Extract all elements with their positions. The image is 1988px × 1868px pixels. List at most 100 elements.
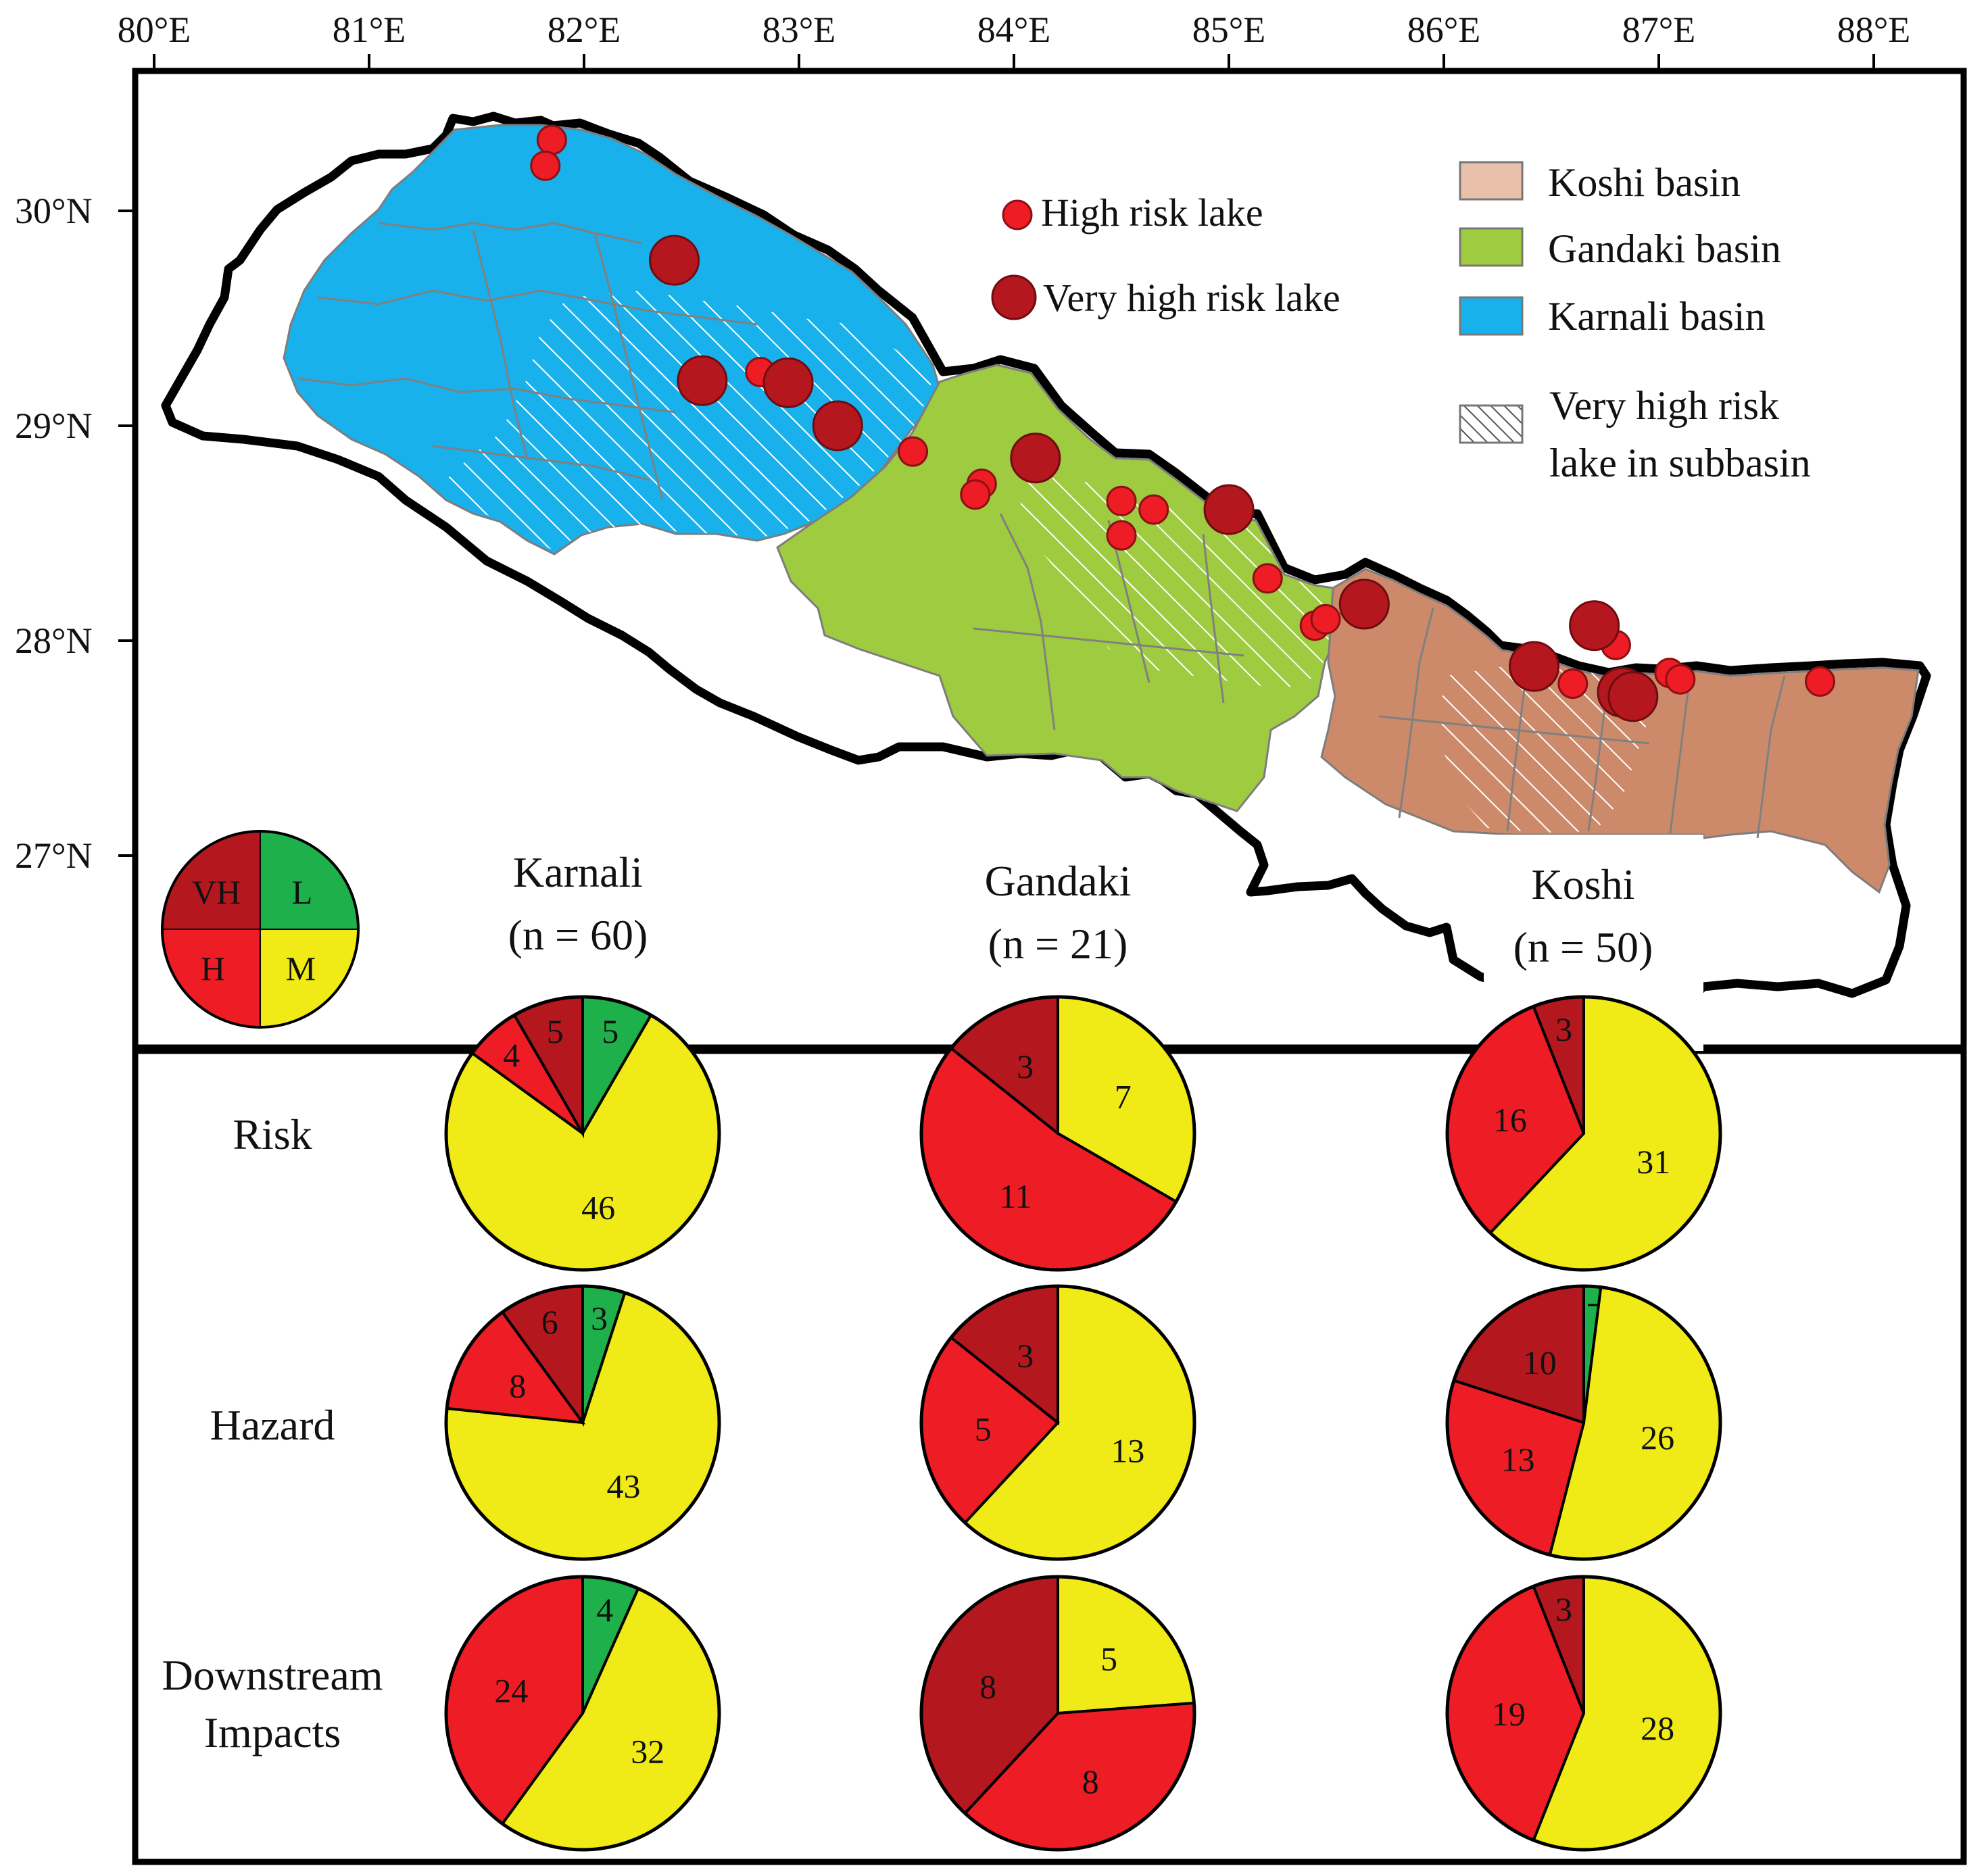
gandaki-legend-label: Gandaki basin — [1548, 226, 1781, 271]
pie-slice-label: 31 — [1637, 1143, 1670, 1181]
latitude-label: 28°N — [15, 620, 93, 661]
karnali-column-title: Karnali — [513, 848, 643, 896]
very-high-risk-lake — [649, 235, 700, 286]
pie-slice-label: 3 — [1555, 1010, 1572, 1048]
downstream-row-label-line2: Impacts — [204, 1709, 341, 1756]
latitude-axis: 30°N 29°N 28°N 27°N — [15, 191, 135, 876]
pie-slice-label: 32 — [631, 1733, 664, 1771]
longitude-label: 84°E — [977, 9, 1051, 50]
pie-karnali-hazard: 3 43 86 — [444, 1284, 721, 1561]
pie-slice-label: 5 — [1100, 1640, 1117, 1678]
pie-slice-label: 4 — [596, 1591, 613, 1629]
pie-outline — [444, 1575, 721, 1852]
pie-outline — [919, 1575, 1196, 1852]
high-risk-lake — [960, 479, 991, 510]
high-risk-lake — [1106, 520, 1137, 551]
pie-koshi-downstream-impacts: 28 19 3 — [1445, 1575, 1722, 1852]
high-risk-lake — [536, 124, 567, 155]
high-risk-lake — [1106, 485, 1137, 516]
pie-slice-label: 5 — [975, 1410, 992, 1448]
very-high-risk-lake — [677, 355, 728, 406]
very-high-risk-lake — [762, 357, 814, 408]
koshi-legend-swatch — [1459, 161, 1524, 201]
very-high-risk-lake-legend-label: Very high risk lake — [1043, 276, 1340, 320]
latitude-label: 29°N — [15, 405, 93, 446]
pie-slice-label: 7 — [1115, 1077, 1132, 1115]
pie-slice-label: 3 — [1555, 1590, 1572, 1628]
very-high-risk-lake — [1338, 579, 1390, 630]
gandaki-basin — [776, 364, 1340, 812]
high-risk-lake — [898, 436, 929, 467]
pie-slice-label: 16 — [1493, 1101, 1527, 1139]
pie-koshi-hazard: 1261310 — [1445, 1284, 1722, 1561]
pie-slice-label: 5 — [547, 1012, 564, 1050]
pie-slice-label: 11 — [999, 1177, 1032, 1215]
gandaki-hatch — [1014, 473, 1335, 689]
pie-outline — [919, 1284, 1196, 1561]
pie-slice-label: 13 — [1501, 1441, 1535, 1479]
high-risk-lake — [1665, 664, 1696, 695]
pie-slice-label: 43 — [607, 1467, 641, 1505]
very-high-risk-lake — [1010, 433, 1061, 484]
very-high-risk-lake — [1607, 671, 1659, 722]
pie-karnali-downstream-impacts: 4 32 24 — [444, 1575, 721, 1852]
lake-markers — [530, 124, 1835, 722]
high-risk-lake — [1310, 604, 1341, 635]
high-risk-lake — [1138, 494, 1169, 525]
pie-slice-label: 6 — [541, 1303, 558, 1341]
very-high-risk-lake — [1509, 641, 1560, 692]
hatch-legend-label-line1: Very high risk — [1549, 383, 1779, 428]
koshi-legend-label: Koshi basin — [1548, 160, 1741, 205]
pie-outline — [1445, 1284, 1722, 1561]
pie-slice-label: 13 — [1111, 1432, 1144, 1470]
key-h-label: H — [201, 950, 225, 987]
pie-outline — [444, 995, 721, 1272]
hazard-row-label: Hazard — [210, 1401, 335, 1449]
pie-slice-label: 8 — [509, 1367, 526, 1404]
pie-outline — [1445, 1575, 1722, 1852]
pie-gandaki-risk: 7 11 3 — [919, 995, 1196, 1272]
latitude-label: 27°N — [15, 835, 93, 876]
karnali-column-count: (n = 60) — [508, 911, 648, 959]
high-risk-lake — [530, 150, 561, 181]
pie-slice-m — [1057, 1575, 1196, 1715]
pie-slice-label: 5 — [602, 1012, 619, 1050]
pie-slice-label: 3 — [1017, 1048, 1034, 1085]
longitude-label: 82°E — [548, 9, 621, 50]
hatch-legend-swatch — [1459, 404, 1524, 444]
pie-outline — [1445, 995, 1722, 1272]
pie-slice-label: 3 — [1017, 1337, 1034, 1375]
high-risk-lake-legend-marker — [1002, 199, 1033, 230]
koshi-column-title: Koshi — [1532, 860, 1635, 908]
karnali-legend-label: Karnali basin — [1548, 294, 1766, 339]
risk-row-label: Risk — [233, 1110, 312, 1158]
longitude-label: 85°E — [1192, 9, 1266, 50]
high-risk-lake — [1805, 666, 1835, 697]
gandaki-column-count: (n = 21) — [988, 920, 1128, 968]
longitude-label: 88°E — [1837, 9, 1911, 50]
high-risk-lake — [1557, 668, 1589, 699]
key-vh-label: VH — [192, 873, 241, 911]
pie-slice-label: 19 — [1492, 1695, 1526, 1733]
longitude-axis: 80°E 81°E 82°E 83°E 84°E 85°E 86°E 87°E 88°E — [118, 9, 1911, 71]
pie-slice-label: 3 — [591, 1299, 608, 1337]
pie-slice-label: 24 — [494, 1672, 528, 1710]
pie-slice-label: 8 — [979, 1667, 996, 1705]
karnali-legend-swatch — [1459, 296, 1524, 336]
pie-slice-label: 4 — [503, 1036, 520, 1074]
pie-slice-label: 26 — [1641, 1419, 1674, 1456]
pie-slice-label: 8 — [1082, 1763, 1099, 1800]
very-high-risk-lake — [812, 400, 863, 451]
high-risk-lake-legend-label: High risk lake — [1041, 191, 1263, 235]
pie-slice-label: 10 — [1523, 1344, 1557, 1381]
hatch-legend-label-line2: lake in subbasin — [1549, 441, 1811, 485]
pie-outline — [919, 995, 1196, 1272]
very-high-risk-lake-legend-marker — [991, 274, 1037, 320]
pie-gandaki-downstream-impacts: 5 8 8 — [919, 1575, 1196, 1852]
high-risk-lake — [1252, 563, 1283, 594]
risk-class-key: VH L H M — [161, 830, 360, 1029]
very-high-risk-lake — [1569, 600, 1620, 652]
pie-gandaki-hazard: 13 53 — [919, 1284, 1196, 1561]
